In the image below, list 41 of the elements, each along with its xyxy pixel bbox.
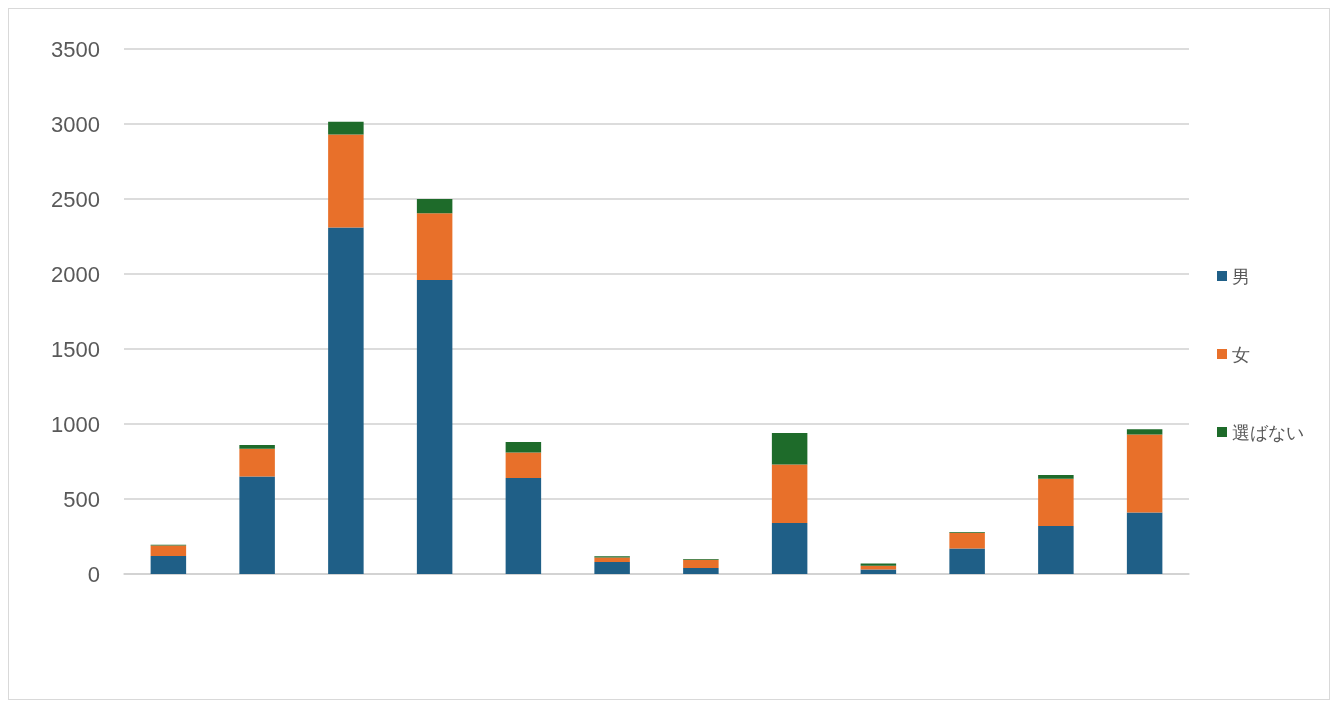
bar <box>328 134 364 228</box>
y-tick-label: 2000 <box>51 261 100 287</box>
bar <box>239 476 275 574</box>
bar <box>771 433 808 465</box>
bar <box>949 548 985 574</box>
bar <box>860 565 897 570</box>
bar <box>150 545 187 556</box>
y-tick-label: 500 <box>63 486 100 512</box>
bar <box>1038 475 1074 479</box>
bar <box>239 448 275 477</box>
bar <box>328 227 364 574</box>
y-tick-label: 2500 <box>51 186 100 212</box>
bar <box>594 562 630 574</box>
bar <box>1038 478 1074 526</box>
bar <box>150 556 187 574</box>
bar <box>683 559 719 568</box>
bar <box>505 478 542 574</box>
bar <box>505 452 542 478</box>
bar <box>505 442 542 453</box>
legend-label: 女 <box>1232 343 1250 365</box>
legend-label: 男 <box>1232 265 1250 287</box>
bar <box>1038 526 1074 574</box>
bar <box>594 557 630 562</box>
bar <box>771 464 808 523</box>
bar <box>416 213 453 280</box>
bar <box>683 568 719 574</box>
legend-label: 選ばない <box>1232 421 1304 443</box>
bar <box>771 523 808 574</box>
bar <box>416 199 453 214</box>
bar <box>1126 434 1163 513</box>
y-tick-label: 1000 <box>51 411 100 437</box>
y-tick-label: 0 <box>87 561 100 587</box>
y-tick-label: 3000 <box>51 111 100 137</box>
y-tick-label: 1500 <box>51 336 100 362</box>
bar <box>949 532 985 549</box>
bar <box>1126 429 1163 435</box>
bar <box>239 445 275 449</box>
y-tick-label: 3500 <box>51 36 100 62</box>
bar <box>328 121 364 135</box>
bar <box>1126 512 1163 574</box>
bar <box>416 280 453 574</box>
